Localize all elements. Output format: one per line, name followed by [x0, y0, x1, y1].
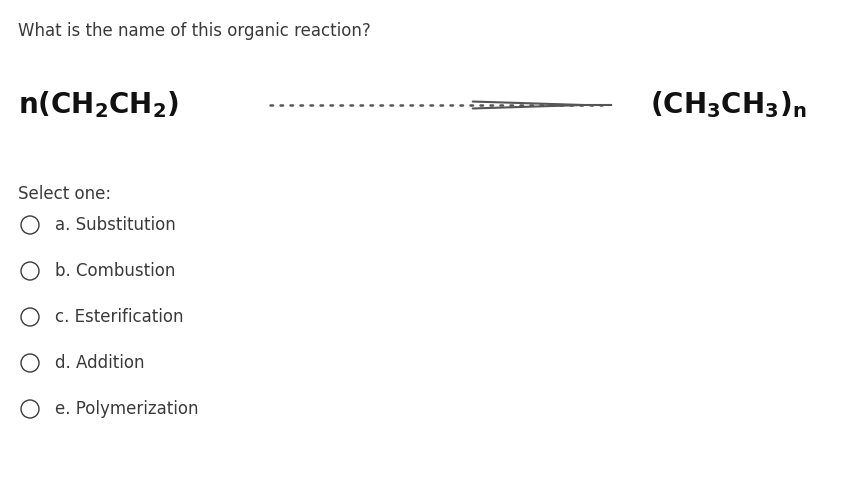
- Text: Select one:: Select one:: [18, 185, 111, 203]
- Text: $\mathbf{(CH_3CH_3)_n}$: $\mathbf{(CH_3CH_3)_n}$: [650, 90, 806, 120]
- Text: d. Addition: d. Addition: [55, 354, 145, 372]
- Text: e. Polymerization: e. Polymerization: [55, 400, 198, 418]
- Text: b. Combustion: b. Combustion: [55, 262, 175, 280]
- Text: What is the name of this organic reaction?: What is the name of this organic reactio…: [18, 22, 371, 40]
- Text: c. Esterification: c. Esterification: [55, 308, 184, 326]
- Text: a. Substitution: a. Substitution: [55, 216, 175, 234]
- Text: $\mathbf{n(CH_2CH_2)}$: $\mathbf{n(CH_2CH_2)}$: [18, 90, 180, 120]
